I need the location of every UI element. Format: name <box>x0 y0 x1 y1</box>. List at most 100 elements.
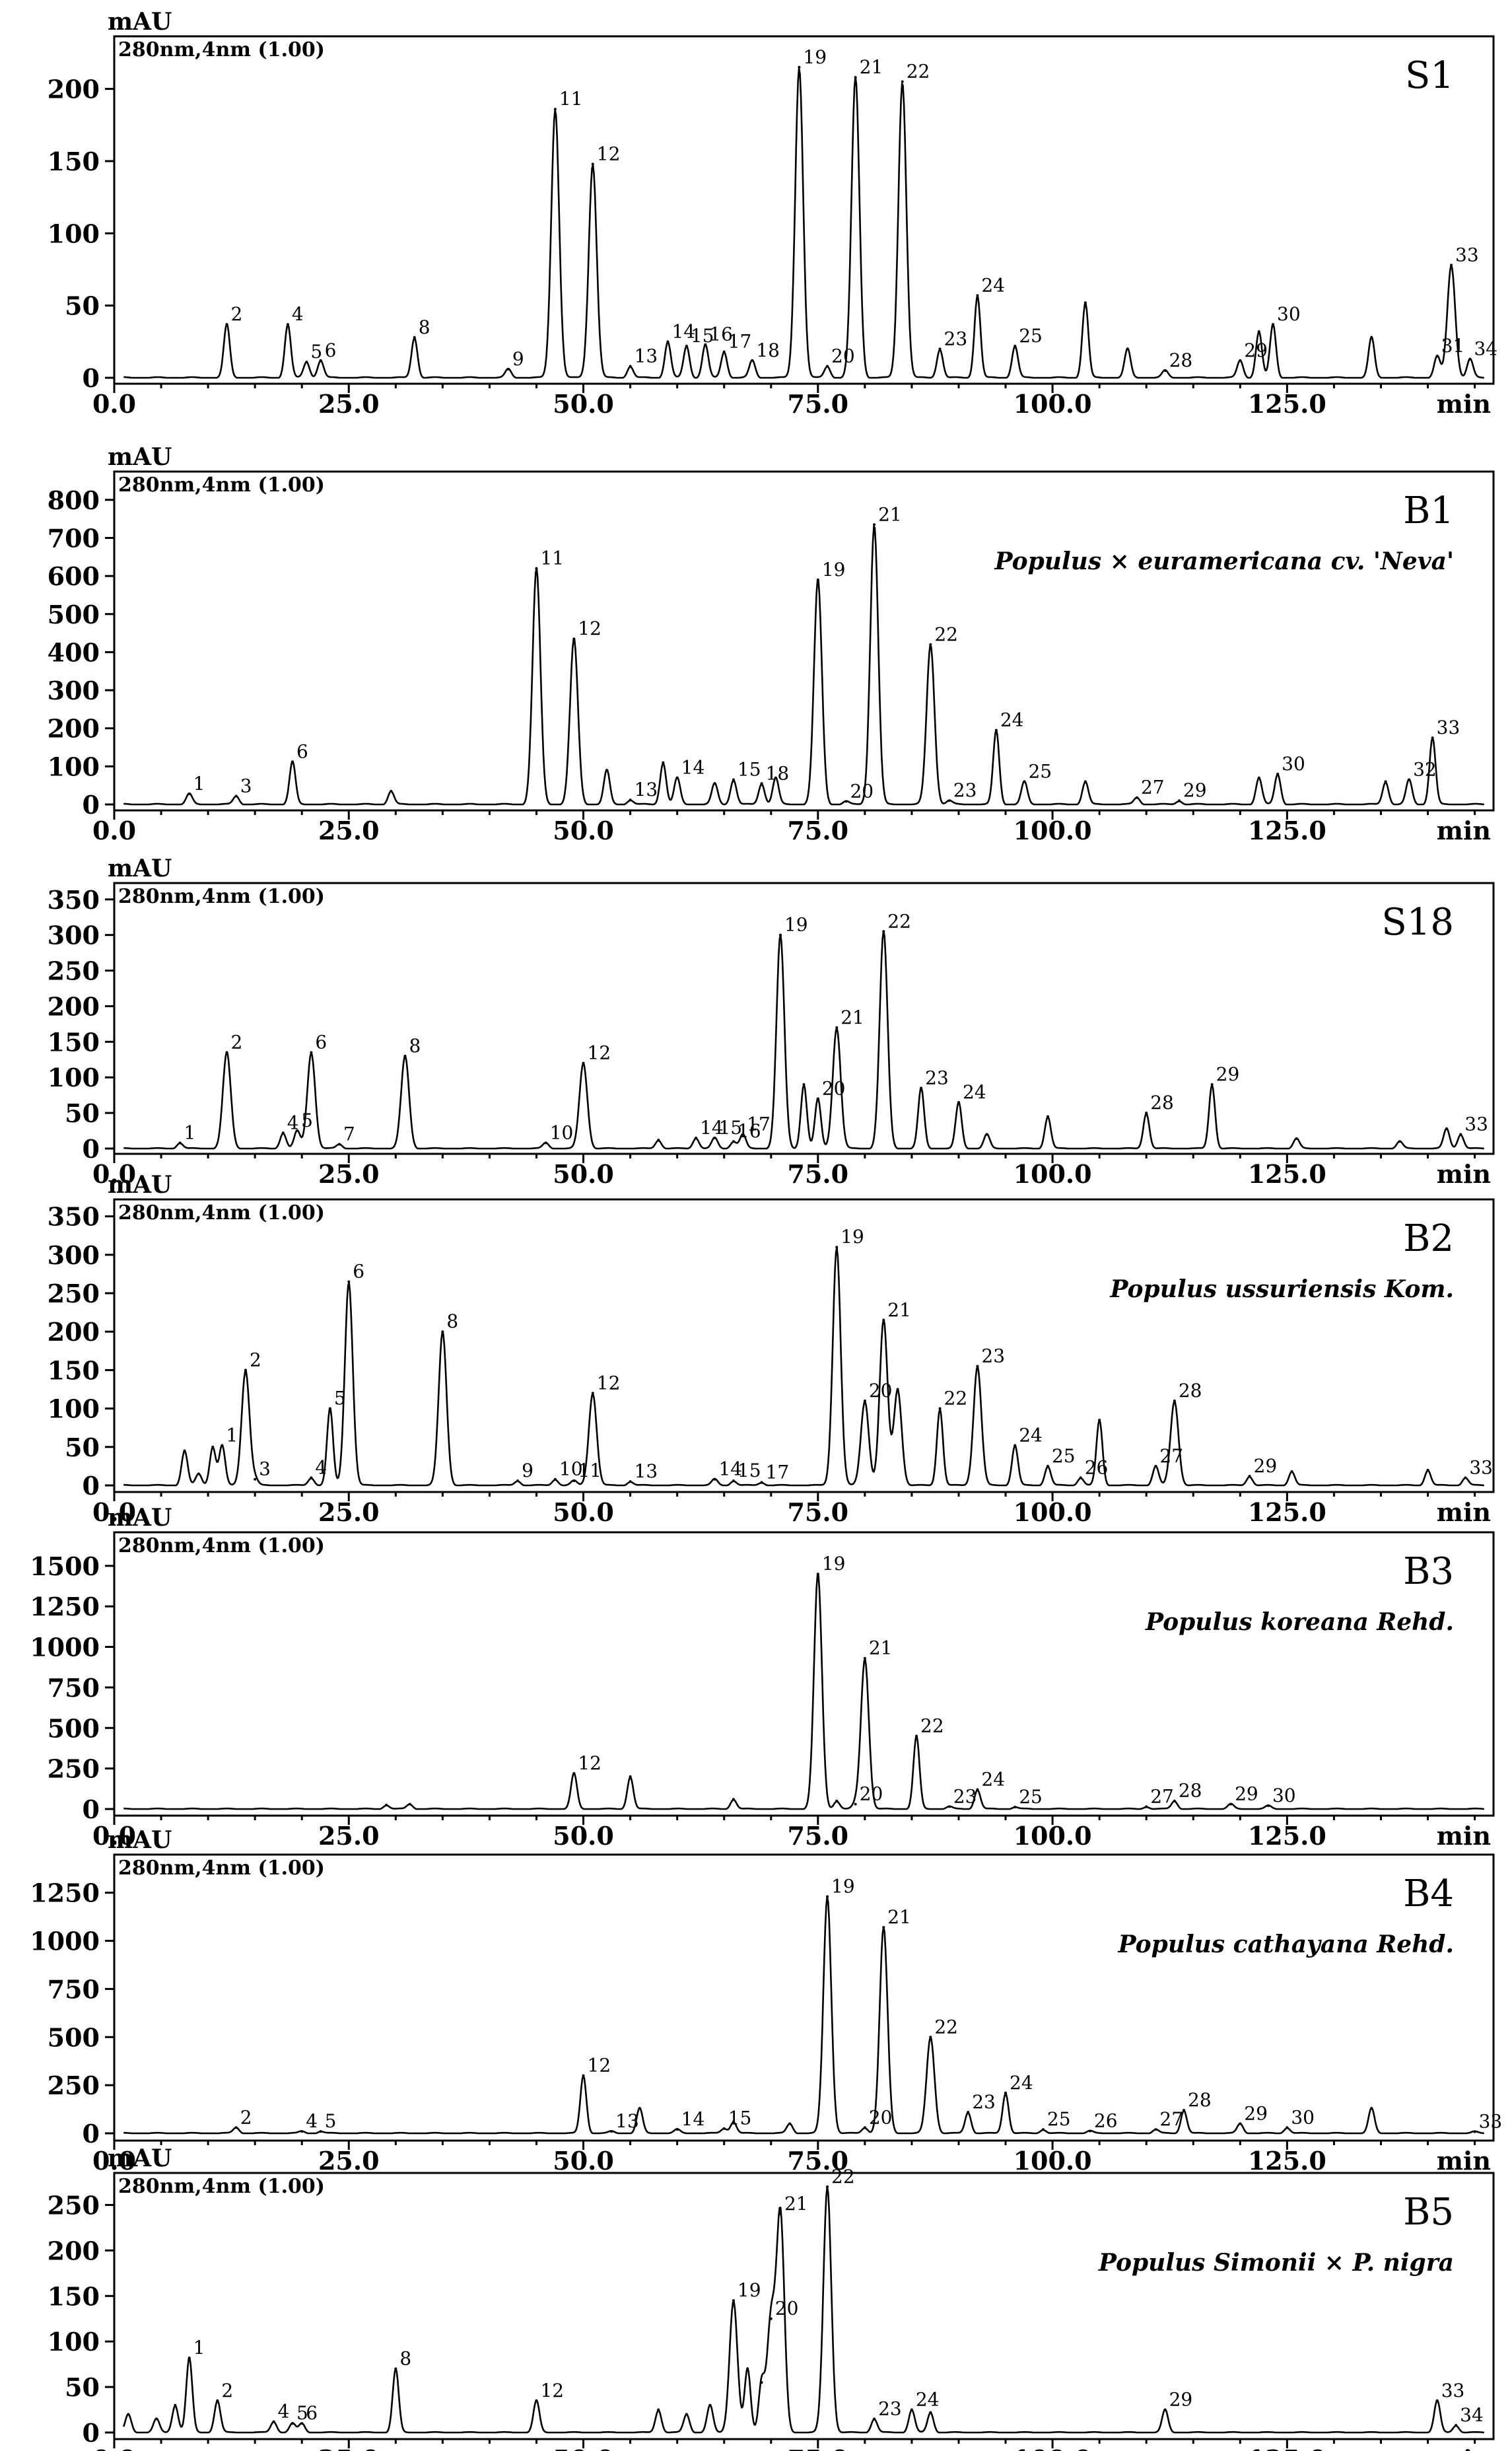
x-tick-label: 75.0 <box>788 389 849 419</box>
peak-33 <box>1473 2130 1476 2133</box>
sample-id-label: S1 <box>1405 54 1454 97</box>
peak-5 <box>319 2130 322 2133</box>
peak-unlabeled <box>657 2408 660 2411</box>
peak-20 <box>769 2317 773 2320</box>
y-axis-unit-label: mAU <box>108 2145 172 2172</box>
peak-33 <box>1459 1133 1462 1136</box>
peak-label: 8 <box>446 1310 458 1332</box>
peak-unlabeled <box>1384 780 1387 783</box>
peak-12 <box>582 2074 585 2077</box>
peak-unlabeled <box>774 776 777 779</box>
peak-21 <box>863 1656 866 1660</box>
peak-label: 23 <box>953 1785 977 1807</box>
x-tick-label: 125.0 <box>1248 1821 1326 1851</box>
peak-label: 30 <box>1272 1785 1296 1806</box>
peak-18 <box>760 782 763 785</box>
peak-29 <box>1239 359 1242 362</box>
peak-label: 25 <box>1019 325 1043 347</box>
peak-unlabeled <box>390 789 393 793</box>
y-tick-label: 250 <box>48 956 100 986</box>
y-axis-unit-label: mAU <box>108 443 172 471</box>
peak-21 <box>835 1026 839 1029</box>
peak-15 <box>713 1136 716 1139</box>
peak-label: 12 <box>597 143 621 164</box>
peak-4 <box>300 2130 304 2133</box>
plot-frame <box>113 1531 1495 1817</box>
peak-27 <box>1145 1805 1148 1808</box>
peak-label: 25 <box>1028 760 1052 782</box>
peak-12 <box>591 162 594 166</box>
peak-label: 21 <box>860 56 883 78</box>
peak-unlabeled <box>1098 1419 1101 1422</box>
peak-label: 20 <box>869 1380 893 1402</box>
peak-26 <box>1079 1476 1082 1479</box>
peak-label: 22 <box>831 2166 855 2187</box>
peak-label: 18 <box>766 762 790 784</box>
peak-label: 22 <box>907 61 930 83</box>
x-tick-label: 50.0 <box>553 1821 614 1851</box>
x-tick-label: 75.0 <box>788 816 849 845</box>
x-tick-label: 100.0 <box>1014 1497 1092 1527</box>
peak-22 <box>882 930 885 933</box>
peak-label: 18 <box>756 339 780 361</box>
x-tick-label: 0.0 <box>92 2444 136 2451</box>
x-tick-label: 75.0 <box>788 1821 849 1851</box>
peak-9 <box>516 1479 520 1483</box>
peak-4 <box>281 1131 285 1135</box>
peak-unlabeled <box>385 1803 388 1806</box>
x-tick-label: 75.0 <box>788 1159 849 1189</box>
peak-1 <box>188 2356 191 2359</box>
peak-label: 27 <box>1150 1785 1174 1807</box>
peak-label: 21 <box>887 1299 911 1321</box>
peak-label: 22 <box>934 623 958 645</box>
peak-unlabeled <box>1370 336 1373 339</box>
y-tick-label: 0 <box>83 1471 100 1501</box>
peak-23 <box>920 1086 923 1090</box>
y-tick-label: 400 <box>48 637 100 667</box>
x-tick-label: 0.0 <box>92 1159 136 1189</box>
peak-8 <box>441 1330 444 1333</box>
chromatogram-panel-b5: mAU 280nm,4nm (1.00) 0 50 100 150 200 250 0.0 25.… <box>48 2145 1495 2451</box>
y-tick-label: 500 <box>48 2022 100 2052</box>
y-tick-label: 250 <box>48 2190 100 2220</box>
peak-label: 20 <box>775 2298 799 2320</box>
peak-unlabeled <box>662 761 665 764</box>
peak-13 <box>629 1480 632 1483</box>
peak-label: 24 <box>1019 1424 1043 1446</box>
x-tick-label: 100.0 <box>1014 816 1092 845</box>
peak-24 <box>910 2408 913 2411</box>
peak-label: 32 <box>1413 759 1437 781</box>
peak-24 <box>1014 1444 1017 1447</box>
y-tick-label: 150 <box>48 2281 100 2311</box>
peak-label: 29 <box>1244 339 1268 361</box>
x-axis-unit-label: min <box>1437 1497 1491 1527</box>
peak-12 <box>572 1772 576 1775</box>
peak-29 <box>1177 799 1181 802</box>
peak-6 <box>347 1280 351 1283</box>
y-tick-label: 50 <box>65 291 100 321</box>
peak-label: 22 <box>887 910 911 932</box>
y-tick-label: 700 <box>48 523 100 553</box>
detector-label: 280nm,4nm (1.00) <box>118 1857 325 1880</box>
peak-28 <box>1173 1799 1176 1802</box>
y-tick-label: 200 <box>48 991 100 1021</box>
peak-label: 6 <box>325 339 337 361</box>
peak-label: 11 <box>578 1460 601 1481</box>
peak-label: 27 <box>1141 777 1165 799</box>
y-tick-label: 600 <box>48 561 100 591</box>
peak-label: 30 <box>1277 303 1301 325</box>
peak-label: 19 <box>822 1553 846 1575</box>
chromatogram-trace <box>123 525 1484 806</box>
peak-label: 5 <box>296 2402 308 2424</box>
peak-20 <box>863 2126 866 2129</box>
peak-24 <box>1004 2091 1008 2094</box>
x-tick-label: 0.0 <box>92 2146 136 2176</box>
peak-label: 23 <box>878 2398 902 2419</box>
species-label: Populus Simonii × P. nigra <box>1098 2249 1454 2277</box>
y-axis-unit-label: mAU <box>108 1171 172 1199</box>
peak-label: 24 <box>981 1769 1005 1791</box>
peak-label: 24 <box>1010 2072 1033 2094</box>
peak-22 <box>915 1734 918 1738</box>
y-tick-label: 350 <box>48 885 100 915</box>
